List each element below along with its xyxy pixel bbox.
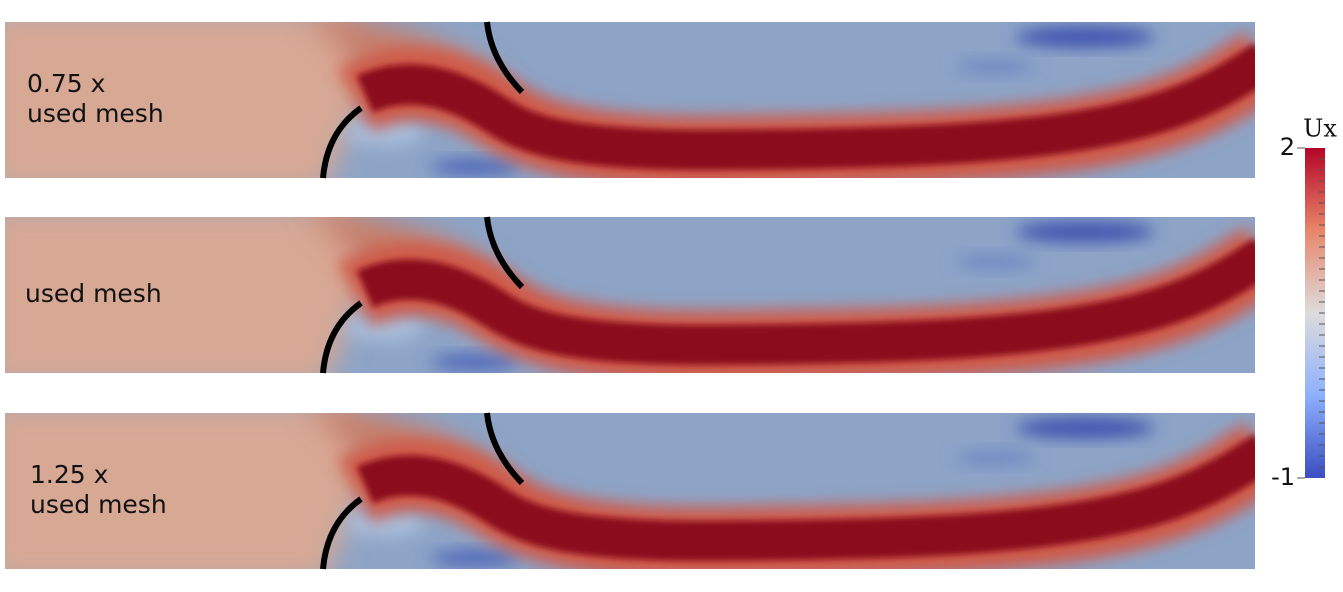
panel-label: used mesh: [30, 490, 167, 519]
colorbar-tick-label: -1: [1271, 463, 1295, 491]
colorbar-title: Ux: [1303, 115, 1337, 143]
colorbar-tick-label: 2: [1280, 133, 1295, 161]
colorbar-minor-ticks: [1319, 158, 1325, 468]
panel-label: used mesh: [27, 99, 164, 128]
panel-label: 0.75 x: [27, 69, 105, 98]
panel-label: 1.25 x: [30, 460, 108, 489]
colorbar: [1305, 148, 1325, 478]
panel: [0, 207, 1265, 387]
panel-label: used mesh: [25, 279, 162, 308]
panel: [0, 403, 1265, 583]
panel: [0, 12, 1265, 192]
